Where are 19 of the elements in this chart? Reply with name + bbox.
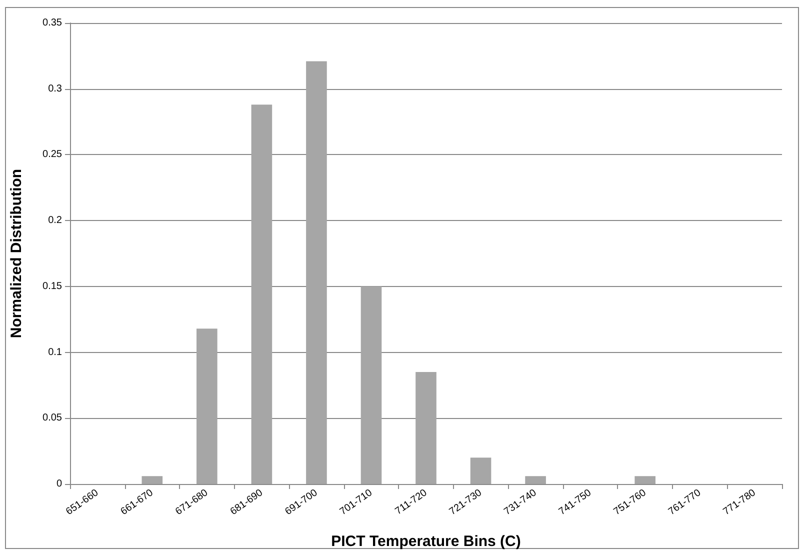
- y-tick-label: 0.05: [42, 412, 62, 424]
- bar: [416, 372, 436, 484]
- bar: [634, 476, 656, 484]
- x-axis-title: PICT Temperature Bins (C): [331, 533, 521, 550]
- bar: [306, 61, 327, 484]
- y-tick-label: 0.15: [42, 280, 62, 292]
- bar: [142, 476, 163, 484]
- y-axis-title: Normalized Distribution: [8, 168, 25, 338]
- bar: [360, 286, 382, 484]
- bar: [251, 104, 272, 484]
- y-tick-label: 0.25: [42, 149, 62, 160]
- bar: [196, 328, 218, 484]
- y-tick-label: 0.35: [42, 18, 62, 28]
- y-tick-label: 0.2: [48, 215, 62, 226]
- y-tick-label: 0.3: [48, 83, 62, 94]
- y-tick-label: 0.1: [48, 346, 62, 358]
- y-tick-label: 0: [56, 478, 62, 490]
- bar: [525, 476, 546, 484]
- bar: [470, 458, 492, 484]
